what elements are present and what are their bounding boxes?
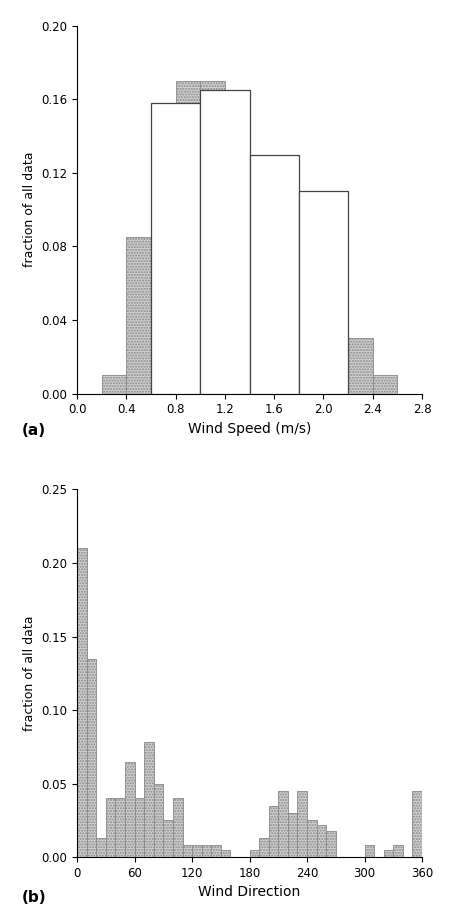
Bar	[299, 191, 348, 394]
Bar	[250, 850, 259, 857]
Bar	[324, 320, 348, 394]
Bar	[106, 798, 115, 857]
Bar	[200, 81, 225, 394]
Bar	[202, 845, 211, 857]
Bar	[299, 320, 324, 394]
Bar	[125, 762, 135, 857]
Bar	[176, 81, 200, 394]
Bar	[200, 90, 250, 394]
Bar	[316, 825, 326, 857]
Bar	[393, 845, 403, 857]
Bar	[154, 784, 163, 857]
X-axis label: Wind Speed (m/s): Wind Speed (m/s)	[188, 421, 311, 436]
Bar	[77, 549, 87, 857]
Bar	[102, 375, 126, 394]
Bar	[269, 806, 278, 857]
Bar	[192, 845, 202, 857]
Bar	[151, 103, 200, 394]
Bar	[365, 845, 374, 857]
Y-axis label: fraction of all data: fraction of all data	[23, 152, 36, 267]
Bar	[173, 798, 183, 857]
Bar	[384, 850, 393, 857]
Bar	[250, 155, 299, 394]
Bar	[274, 228, 299, 394]
Bar	[221, 850, 231, 857]
Bar	[373, 375, 397, 394]
Bar	[183, 845, 192, 857]
Bar	[87, 658, 96, 857]
Y-axis label: fraction of all data: fraction of all data	[23, 616, 36, 731]
Bar	[163, 821, 173, 857]
Bar	[115, 798, 125, 857]
X-axis label: Wind Direction: Wind Direction	[198, 885, 301, 899]
Bar	[297, 791, 307, 857]
Bar	[225, 90, 250, 394]
Text: (b): (b)	[22, 891, 47, 905]
Text: (a): (a)	[22, 423, 46, 438]
Bar	[144, 742, 154, 857]
Bar	[326, 831, 336, 857]
Bar	[151, 237, 176, 394]
Bar	[211, 845, 221, 857]
Bar	[126, 237, 151, 394]
Bar	[307, 821, 316, 857]
Bar	[250, 228, 274, 394]
Bar	[413, 791, 422, 857]
Bar	[288, 813, 297, 857]
Bar	[348, 338, 373, 394]
Bar	[135, 798, 144, 857]
Bar	[96, 838, 106, 857]
Bar	[259, 838, 269, 857]
Bar	[278, 791, 288, 857]
